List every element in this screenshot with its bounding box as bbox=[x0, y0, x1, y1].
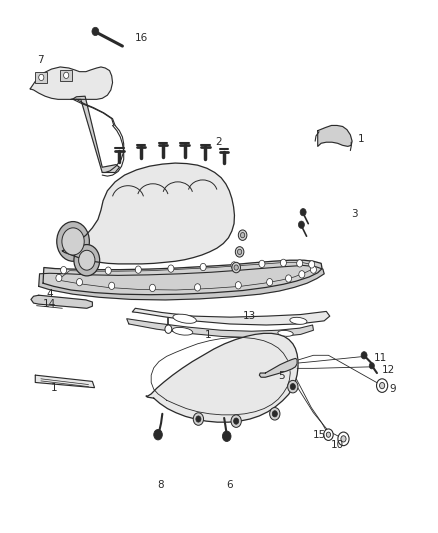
Bar bbox=[60, 70, 72, 80]
Circle shape bbox=[80, 267, 85, 274]
Circle shape bbox=[64, 72, 69, 78]
Ellipse shape bbox=[278, 330, 293, 336]
Text: 6: 6 bbox=[226, 480, 233, 490]
Circle shape bbox=[338, 432, 349, 446]
Polygon shape bbox=[43, 260, 322, 295]
Circle shape bbox=[56, 274, 62, 281]
Polygon shape bbox=[31, 295, 92, 308]
Polygon shape bbox=[39, 265, 324, 300]
Bar bbox=[35, 72, 47, 83]
Circle shape bbox=[324, 429, 333, 440]
Polygon shape bbox=[127, 319, 314, 337]
Text: 9: 9 bbox=[389, 384, 396, 394]
Ellipse shape bbox=[290, 317, 307, 324]
Polygon shape bbox=[132, 308, 330, 325]
Circle shape bbox=[326, 432, 331, 437]
Circle shape bbox=[280, 259, 286, 266]
Polygon shape bbox=[71, 96, 120, 173]
Circle shape bbox=[154, 430, 162, 440]
Text: 14: 14 bbox=[43, 299, 56, 309]
Text: 10: 10 bbox=[331, 440, 343, 450]
Circle shape bbox=[341, 436, 346, 442]
Circle shape bbox=[298, 221, 304, 228]
Polygon shape bbox=[259, 358, 297, 377]
Circle shape bbox=[311, 266, 316, 273]
Polygon shape bbox=[62, 163, 234, 264]
Text: 11: 11 bbox=[373, 353, 387, 363]
Circle shape bbox=[165, 325, 172, 333]
Text: 8: 8 bbox=[158, 480, 164, 490]
Circle shape bbox=[309, 261, 315, 268]
Circle shape bbox=[74, 245, 100, 276]
Circle shape bbox=[235, 281, 241, 289]
Circle shape bbox=[297, 260, 303, 267]
Circle shape bbox=[109, 282, 115, 289]
Text: 12: 12 bbox=[382, 365, 395, 375]
Circle shape bbox=[39, 74, 44, 80]
Circle shape bbox=[270, 408, 280, 420]
Circle shape bbox=[240, 232, 245, 238]
Circle shape bbox=[259, 260, 265, 268]
Circle shape bbox=[223, 431, 231, 441]
Circle shape bbox=[232, 262, 240, 273]
Circle shape bbox=[77, 279, 82, 286]
Text: 2: 2 bbox=[215, 137, 223, 147]
Circle shape bbox=[237, 249, 242, 254]
Circle shape bbox=[288, 381, 298, 393]
Polygon shape bbox=[30, 67, 113, 99]
Polygon shape bbox=[318, 125, 352, 147]
Text: 1: 1 bbox=[205, 330, 212, 341]
Text: 1: 1 bbox=[50, 383, 57, 393]
Ellipse shape bbox=[172, 327, 193, 335]
Circle shape bbox=[380, 383, 385, 389]
Circle shape bbox=[60, 266, 67, 274]
Circle shape bbox=[299, 271, 305, 278]
Circle shape bbox=[200, 263, 206, 271]
Circle shape bbox=[361, 352, 367, 359]
Circle shape bbox=[168, 265, 174, 272]
Circle shape bbox=[267, 279, 272, 286]
Polygon shape bbox=[35, 375, 95, 387]
Text: 5: 5 bbox=[278, 371, 285, 381]
Text: 4: 4 bbox=[46, 289, 53, 298]
Text: 15: 15 bbox=[313, 430, 326, 440]
Circle shape bbox=[234, 265, 238, 270]
Polygon shape bbox=[146, 333, 298, 422]
Circle shape bbox=[272, 410, 277, 417]
Circle shape bbox=[135, 266, 141, 273]
Circle shape bbox=[235, 247, 244, 257]
Circle shape bbox=[105, 267, 111, 274]
Ellipse shape bbox=[173, 314, 196, 324]
Circle shape bbox=[194, 284, 201, 291]
Text: 13: 13 bbox=[242, 311, 256, 321]
Circle shape bbox=[92, 27, 99, 36]
Text: 7: 7 bbox=[38, 55, 44, 65]
Circle shape bbox=[231, 262, 237, 269]
Circle shape bbox=[286, 275, 292, 282]
Circle shape bbox=[79, 251, 95, 270]
Text: 1: 1 bbox=[357, 134, 364, 143]
Circle shape bbox=[290, 384, 295, 390]
Circle shape bbox=[196, 416, 201, 422]
Circle shape bbox=[300, 208, 306, 216]
Text: 3: 3 bbox=[351, 209, 357, 219]
Circle shape bbox=[149, 284, 155, 292]
Circle shape bbox=[193, 413, 204, 425]
Circle shape bbox=[377, 379, 388, 392]
Circle shape bbox=[62, 228, 84, 255]
Circle shape bbox=[233, 418, 239, 424]
Circle shape bbox=[231, 415, 241, 427]
Circle shape bbox=[238, 230, 247, 240]
Text: 16: 16 bbox=[135, 33, 148, 43]
Circle shape bbox=[57, 222, 89, 261]
Circle shape bbox=[369, 362, 374, 369]
